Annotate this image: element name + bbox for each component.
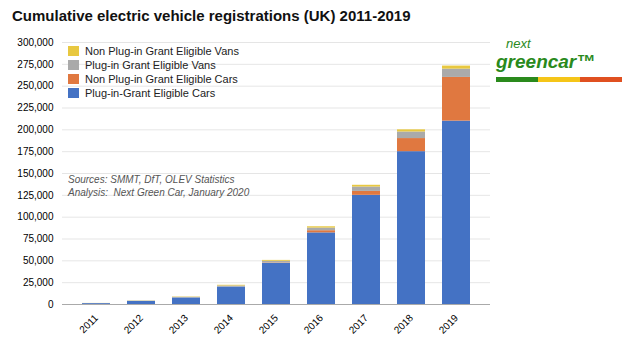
svg-text:75,000: 75,000 — [23, 233, 54, 244]
html-text:Plug-in-Grant Eligible Cars: Plug-in-Grant Eligible Cars — [85, 87, 216, 99]
svg-text:0: 0 — [48, 299, 54, 310]
svg-text:125,000: 125,000 — [17, 190, 54, 201]
html-text:Cumulative electric vehicle re: Cumulative electric vehicle registration… — [12, 7, 411, 24]
svg-text:2018: 2018 — [392, 312, 416, 336]
svg-text:2016: 2016 — [302, 312, 326, 336]
html-text:Non Plug-in Grant Eligible Van: Non Plug-in Grant Eligible Vans — [85, 45, 239, 57]
html-text:next: next — [506, 36, 531, 51]
svg-text:2012: 2012 — [122, 312, 146, 336]
svg-text:2015: 2015 — [257, 312, 281, 336]
svg-text:225,000: 225,000 — [17, 102, 54, 113]
svg-text:250,000: 250,000 — [17, 80, 54, 91]
svg-text:2017: 2017 — [347, 312, 371, 336]
svg-text:50,000: 50,000 — [23, 255, 54, 266]
svg-text:100,000: 100,000 — [17, 211, 54, 222]
html-text:Sources: SMMT, DfT, OLEV Stati: Sources: SMMT, DfT, OLEV Statistics Anal… — [68, 174, 250, 198]
svg-text:175,000: 175,000 — [17, 146, 54, 157]
html-text:greencar™: greencar™ — [496, 51, 596, 72]
svg-text:2013: 2013 — [167, 312, 191, 336]
svg-text:200,000: 200,000 — [17, 124, 54, 135]
svg-text:2019: 2019 — [437, 312, 461, 336]
html-text:Plug-in Grant Eligible Vans: Plug-in Grant Eligible Vans — [85, 59, 216, 71]
svg-text:150,000: 150,000 — [17, 168, 54, 179]
svg-text:2011: 2011 — [77, 312, 100, 335]
svg-text:2014: 2014 — [212, 312, 236, 336]
svg-text:300,000: 300,000 — [17, 37, 54, 48]
svg-text:275,000: 275,000 — [17, 59, 54, 70]
html-text:Non Plug-in Grant Eligible Car: Non Plug-in Grant Eligible Cars — [85, 73, 238, 85]
svg-text:25,000: 25,000 — [23, 277, 54, 288]
